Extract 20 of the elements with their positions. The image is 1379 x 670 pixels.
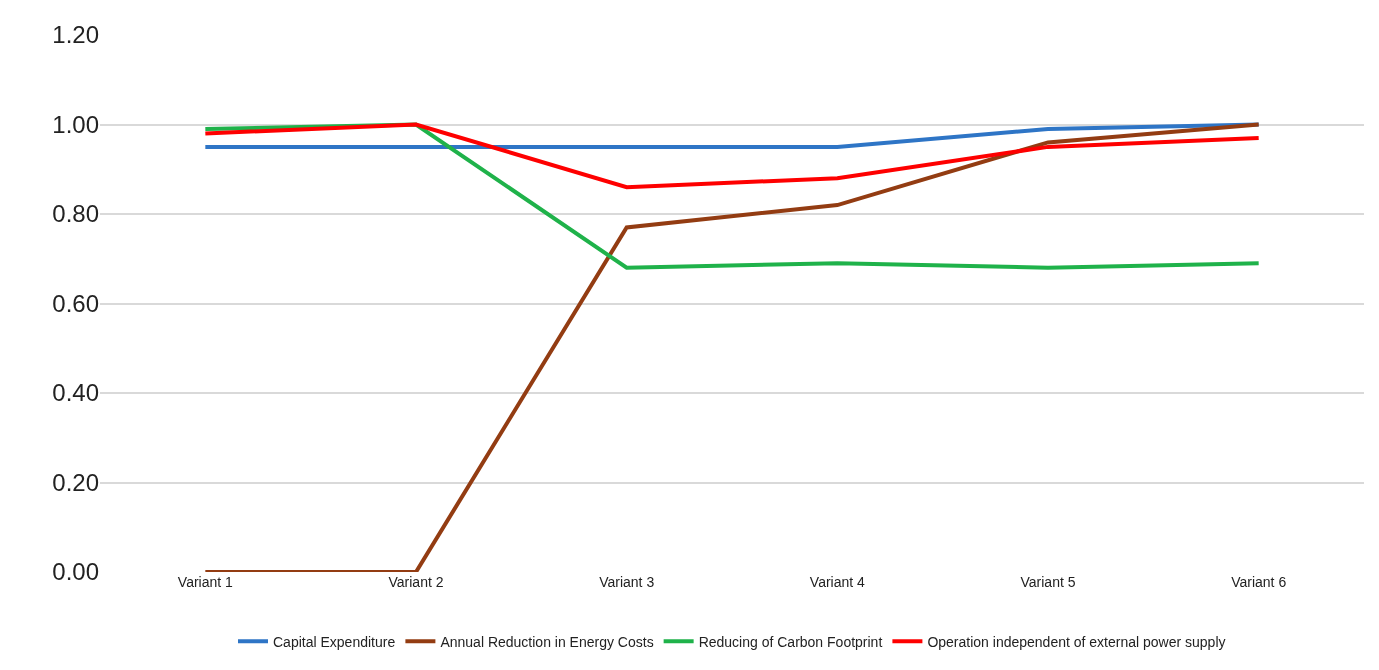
x-tick-label: Variant 5	[1020, 574, 1076, 590]
y-tick-label: 0.20	[52, 468, 99, 496]
line-series	[203, 122, 1261, 190]
x-tick-label: Variant 1	[177, 574, 234, 590]
line-series	[203, 122, 1261, 572]
x-tick-label: Variant 4	[809, 574, 866, 590]
y-tick-label: 0.60	[52, 289, 99, 317]
y-tick-label: 0.80	[52, 200, 99, 228]
y-tick-label: 1.00	[52, 110, 99, 138]
line-series	[203, 122, 1261, 270]
y-tick-label: 0.40	[52, 379, 99, 407]
legend-label: Operation independent of external power supply	[927, 633, 1226, 650]
legend-label: Reducing of Carbon Footprint	[698, 633, 883, 650]
y-tick-label: 0.00	[52, 558, 99, 586]
legend-label: Annual Reduction in Energy Costs	[440, 633, 654, 650]
x-tick-label: Variant 6	[1231, 574, 1287, 590]
x-tick-label: Variant 3	[599, 574, 655, 590]
x-tick-label: Variant 2	[388, 574, 444, 590]
legend-label: Capital Expenditure	[273, 633, 396, 650]
y-tick-label: 1.20	[52, 21, 99, 49]
